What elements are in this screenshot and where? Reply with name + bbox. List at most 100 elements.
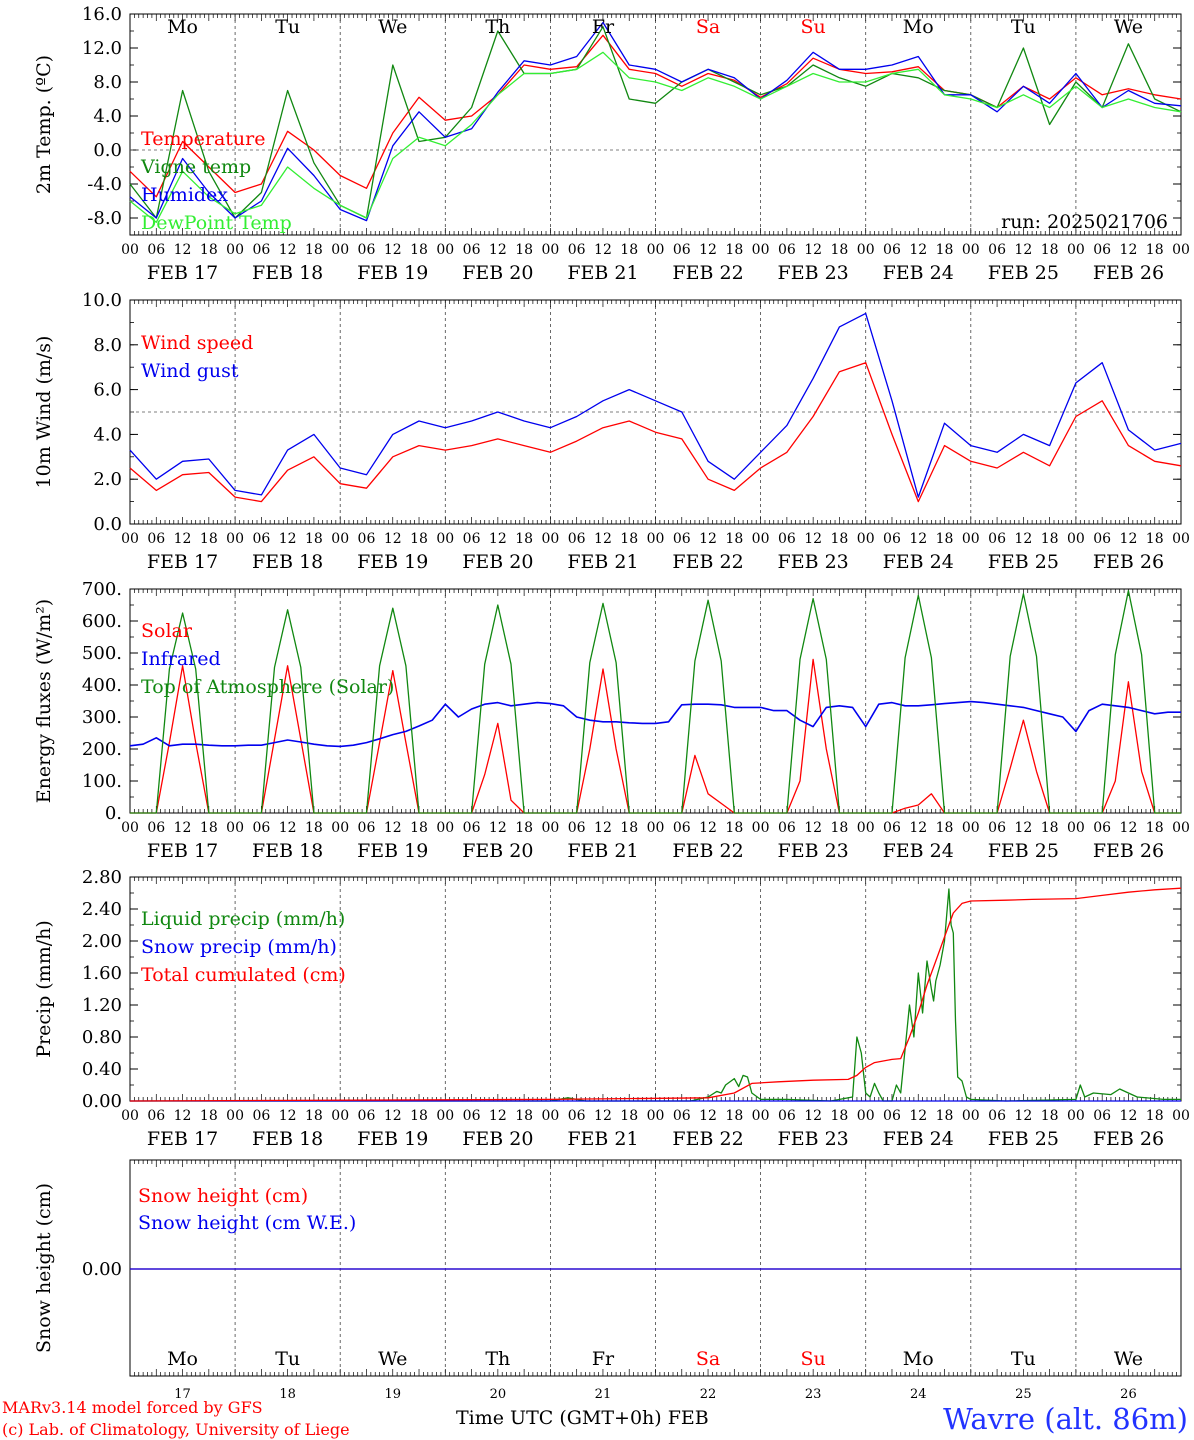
precip-ytick-label: 2.40 [82,899,122,920]
precip-hour-label: 18 [620,1108,638,1124]
precip-hour-label: 00 [541,1108,559,1124]
wind-hour-label: 00 [752,531,770,547]
footer: MARv3.14 model forced by GFS (c) Lab. of… [2,1398,1188,1439]
temperature-hour-label: 12 [279,242,297,258]
energy-date-label: FEB 24 [883,840,954,862]
wind-ytick-label: 0.0 [93,514,122,535]
snow-day-number: 19 [384,1387,401,1402]
snow-day-name: We [1114,1348,1143,1370]
precip-ytick-label: 0.80 [82,1027,122,1048]
precip-date-label: FEB 24 [883,1128,954,1150]
temperature-hour-label: 00 [857,242,875,258]
temperature-date-label: FEB 24 [883,262,954,284]
energy-hour-label: 12 [384,820,402,836]
energy-ytick-label: 400. [82,675,122,696]
energy-hour-label: 00 [331,820,349,836]
temperature-hour-label: 12 [384,242,402,258]
wind-date-label: FEB 20 [462,551,533,573]
energy-hour-label: 12 [909,820,927,836]
temperature-hour-label: 06 [883,242,901,258]
wind-hour-label: 12 [1120,531,1138,547]
temperature-hour-label: 06 [358,242,376,258]
temperature-hour-label: 00 [1067,242,1085,258]
precip-hour-label: 12 [1120,1108,1138,1124]
wind-hour-label: 12 [384,531,402,547]
temperature-hour-label: 18 [200,242,218,258]
wind-hour-label: 18 [410,531,428,547]
precip-date-label: FEB 26 [1093,1128,1164,1150]
temperature-hour-label: 18 [620,242,638,258]
energy-ytick-label: 300. [82,707,122,728]
precip-hour-label: 00 [752,1108,770,1124]
temperature-hour-label: 18 [725,242,743,258]
precip-hour-label: 06 [883,1108,901,1124]
energy-hour-label: 00 [1067,820,1085,836]
precip-hour-label: 06 [568,1108,586,1124]
wind-hour-label: 18 [620,531,638,547]
energy-ytick-label: 600. [82,611,122,632]
energy-hour-label: 18 [305,820,323,836]
wind-hour-label: 00 [1067,531,1085,547]
temperature-hour-label: 12 [1120,242,1138,258]
wind-hour-label: 18 [1146,531,1164,547]
wind-hour-label: 00 [226,531,244,547]
temperature-legend-entry: Temperature [141,128,265,150]
precip-ytick-label: 2.00 [82,931,122,952]
snow-ytick-label: 0.00 [82,1259,122,1280]
energy-date-label: FEB 19 [357,840,428,862]
wind-hour-label: 18 [936,531,954,547]
precip-hour-label: 18 [831,1108,849,1124]
precip-hour-label: 18 [515,1108,533,1124]
precip-hour-label: 18 [200,1108,218,1124]
day-name: Su [801,16,826,38]
precip-hour-label: 12 [1014,1108,1032,1124]
precip-ylabel: Precip (mm/h) [33,920,55,1058]
energy-hour-label: 06 [463,820,481,836]
wind-series-line [129,312,1182,498]
wind-hour-label: 12 [804,531,822,547]
wind-ytick-label: 8.0 [93,335,122,356]
temperature-hour-label: 18 [936,242,954,258]
precip-hour-label: 18 [410,1108,428,1124]
wind-hour-label: 00 [857,531,875,547]
energy-hour-label: 12 [1120,820,1138,836]
precip-hour-label: 00 [436,1108,454,1124]
precip-date-label: FEB 20 [462,1128,533,1150]
energy-hour-label: 00 [436,820,454,836]
precip-hour-label: 18 [1041,1108,1059,1124]
wind-hour-label: 06 [358,531,376,547]
temperature-date-label: FEB 18 [252,262,323,284]
snow-day-number: 17 [174,1387,191,1402]
energy-ytick-label: 500. [82,643,122,664]
wind-hour-label: 18 [831,531,849,547]
energy-ytick-label: 700. [82,579,122,600]
energy-hour-label: 12 [594,820,612,836]
wind-hour-label: 00 [541,531,559,547]
wind-series-line [129,362,1182,503]
wind-ytick-label: 6.0 [93,380,122,401]
wind-hour-label: 00 [647,531,665,547]
energy-hour-label: 00 [121,820,139,836]
temperature-hour-label: 00 [752,242,770,258]
snow-panel: 0.00 Snow height (cm) Snow height (cm) Snow… [33,1159,1182,1402]
snow-day-name: Tu [275,1348,300,1370]
wind-hour-label: 00 [121,531,139,547]
temperature-ytick-label: 12.0 [82,38,122,59]
wind-hour-label: 00 [962,531,980,547]
temperature-hour-label: 12 [909,242,927,258]
energy-hour-label: 00 [541,820,559,836]
energy-hour-label: 18 [831,820,849,836]
temperature-date-label: FEB 22 [672,262,743,284]
precip-hour-label: 06 [147,1108,165,1124]
snow-legend-entry: Snow height (cm) [138,1185,308,1207]
precip-hour-label: 12 [279,1108,297,1124]
snow-day-name: Fr [592,1348,615,1370]
day-name: Th [485,16,510,38]
wind-hour-label: 06 [463,531,481,547]
precip-date-label: FEB 17 [147,1128,218,1150]
model-credit: MARv3.14 model forced by GFS [2,1398,263,1417]
precip-hour-label: 00 [226,1108,244,1124]
precip-hour-label: 00 [1172,1108,1190,1124]
energy-hour-label: 18 [1146,820,1164,836]
